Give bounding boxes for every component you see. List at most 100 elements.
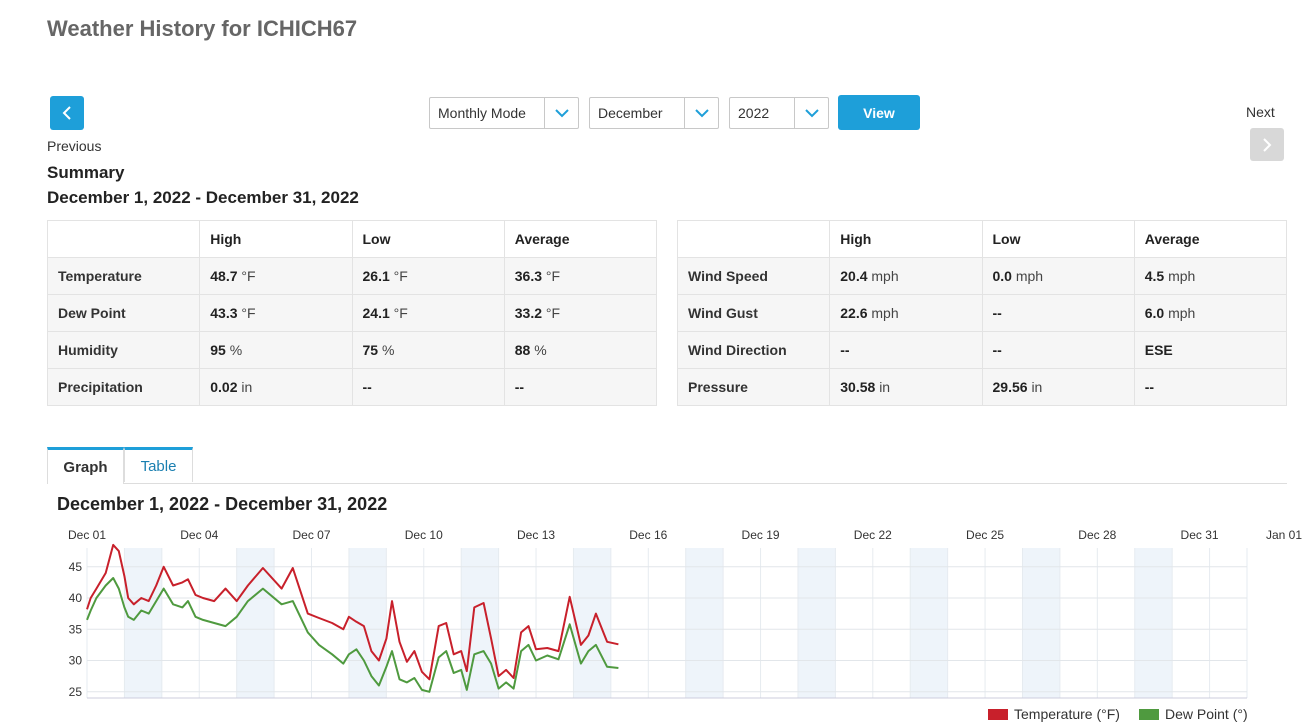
- tab-table[interactable]: Table: [124, 447, 193, 482]
- cell-avg: 4.5 mph: [1133, 257, 1288, 295]
- cell-unit: mph: [871, 268, 899, 284]
- row-label: Wind Speed: [676, 257, 831, 295]
- summary-row: Dew Point 43.3 °F 24.1 °F 33.2 °F: [46, 294, 658, 332]
- chevron-down-icon: [684, 98, 718, 128]
- cell-value: 6.0: [1144, 305, 1165, 321]
- cell-value: 24.1: [362, 305, 390, 321]
- cell-unit: in: [1031, 379, 1043, 395]
- chevron-down-icon: [794, 98, 828, 128]
- cell-unit: mph: [1168, 268, 1196, 284]
- cell-low: 24.1 °F: [351, 294, 505, 332]
- day-band: [236, 548, 275, 698]
- cell-value: 20.4: [840, 268, 868, 284]
- legend-label: Temperature (°F): [1014, 706, 1120, 722]
- x-tick-label: Dec 13: [517, 528, 555, 542]
- tab-graph[interactable]: Graph: [47, 447, 124, 484]
- cell-value: 48.7: [210, 268, 238, 284]
- series-line: [86, 577, 619, 693]
- column-header-average: Average: [503, 220, 658, 258]
- legend-swatch: [988, 708, 1008, 720]
- cell-unit: mph: [1168, 305, 1196, 321]
- cell-value: 22.6: [840, 305, 868, 321]
- x-tick-label: Dec 07: [293, 528, 331, 542]
- summary-date-range: December 1, 2022 - December 31, 2022: [47, 188, 359, 207]
- day-band: [461, 548, 499, 698]
- cell-high: 30.58 in: [829, 368, 983, 406]
- column-header-low: Low: [981, 220, 1135, 258]
- y-tick-label: 35: [69, 622, 83, 636]
- month-select[interactable]: December: [589, 97, 719, 129]
- legend-temperature[interactable]: Temperature (°F): [988, 706, 1120, 722]
- cell-unit: in: [241, 379, 253, 395]
- summary-heading: Summary: [47, 163, 125, 182]
- cell-unit: °F: [545, 305, 561, 321]
- cell-unit: %: [229, 342, 243, 358]
- cell-value: --: [840, 342, 850, 358]
- summary-row: Pressure 30.58 in 29.56 in --: [676, 368, 1288, 406]
- legend-label: Dew Point (°): [1165, 706, 1248, 722]
- row-label: Wind Gust: [676, 294, 831, 332]
- row-label: Precipitation: [46, 368, 201, 406]
- page-title: Weather History for ICHICH67: [47, 16, 358, 41]
- next-label[interactable]: Next: [1246, 104, 1275, 120]
- x-tick-label: Jan 01: [1266, 528, 1302, 542]
- mode-select-value: Monthly Mode: [438, 105, 526, 121]
- y-tick-label: 25: [69, 685, 83, 699]
- next-button[interactable]: [1250, 128, 1284, 161]
- column-header-low: Low: [351, 220, 505, 258]
- cell-value: ESE: [1144, 342, 1173, 358]
- previous-button[interactable]: [50, 96, 84, 130]
- summary-table-left: High Low Average Temperature 48.7 °F 26.1 …: [46, 220, 658, 406]
- cell-value: 43.3: [210, 305, 238, 321]
- graph-date-range: December 1, 2022 - December 31, 2022: [57, 494, 388, 514]
- cell-avg: --: [503, 368, 658, 406]
- previous-label[interactable]: Previous: [47, 138, 102, 154]
- cell-value: --: [992, 305, 1002, 321]
- cell-value: 95: [210, 342, 226, 358]
- mode-select[interactable]: Monthly Mode: [429, 97, 579, 129]
- cell-avg: 88 %: [503, 331, 658, 369]
- row-label: Humidity: [46, 331, 201, 369]
- cell-unit: °F: [241, 268, 256, 284]
- cell-unit: %: [381, 342, 395, 358]
- cell-unit: °F: [393, 305, 408, 321]
- year-select[interactable]: 2022: [729, 97, 829, 129]
- summary-row: Humidity 95 % 75 % 88 %: [46, 331, 658, 369]
- summary-row: Temperature 48.7 °F 26.1 °F 36.3 °F: [46, 257, 658, 295]
- cell-value: 30.58: [840, 379, 876, 395]
- cell-high: 0.02 in: [199, 368, 353, 406]
- cell-low: 75 %: [351, 331, 505, 369]
- cell-value: 26.1: [362, 268, 390, 284]
- cell-value: 4.5: [1144, 268, 1165, 284]
- day-band: [348, 548, 387, 698]
- cell-avg: --: [1133, 368, 1288, 406]
- column-header-average: Average: [1133, 220, 1288, 258]
- cell-avg: 6.0 mph: [1133, 294, 1288, 332]
- cell-value: --: [1144, 379, 1155, 395]
- row-label: Dew Point: [46, 294, 201, 332]
- view-button[interactable]: View: [838, 95, 920, 130]
- legend-swatch: [1139, 708, 1159, 720]
- x-tick-label: Dec 31: [1181, 528, 1219, 542]
- legend-dew-point[interactable]: Dew Point (°): [1139, 706, 1248, 722]
- cell-avg: 33.2 °F: [503, 294, 658, 332]
- x-tick-label: Dec 25: [966, 528, 1004, 542]
- x-tick-label: Dec 01: [68, 528, 106, 542]
- cell-unit: °F: [545, 268, 561, 284]
- row-label: Wind Direction: [676, 331, 831, 369]
- day-band: [1134, 548, 1173, 698]
- x-tick-label: Dec 28: [1078, 528, 1116, 542]
- summary-row: Precipitation 0.02 in -- --: [46, 368, 658, 406]
- cell-high: 43.3 °F: [199, 294, 353, 332]
- cell-low: --: [981, 294, 1135, 332]
- column-header: [676, 220, 831, 258]
- cell-value: 88: [514, 342, 531, 358]
- y-tick-label: 30: [69, 654, 83, 668]
- cell-unit: in: [879, 379, 891, 395]
- chevron-down-icon: [544, 98, 578, 128]
- cell-value: 36.3: [514, 268, 542, 284]
- cell-value: --: [992, 342, 1002, 358]
- column-header: [46, 220, 201, 258]
- cell-low: 29.56 in: [981, 368, 1135, 406]
- month-select-value: December: [598, 105, 663, 121]
